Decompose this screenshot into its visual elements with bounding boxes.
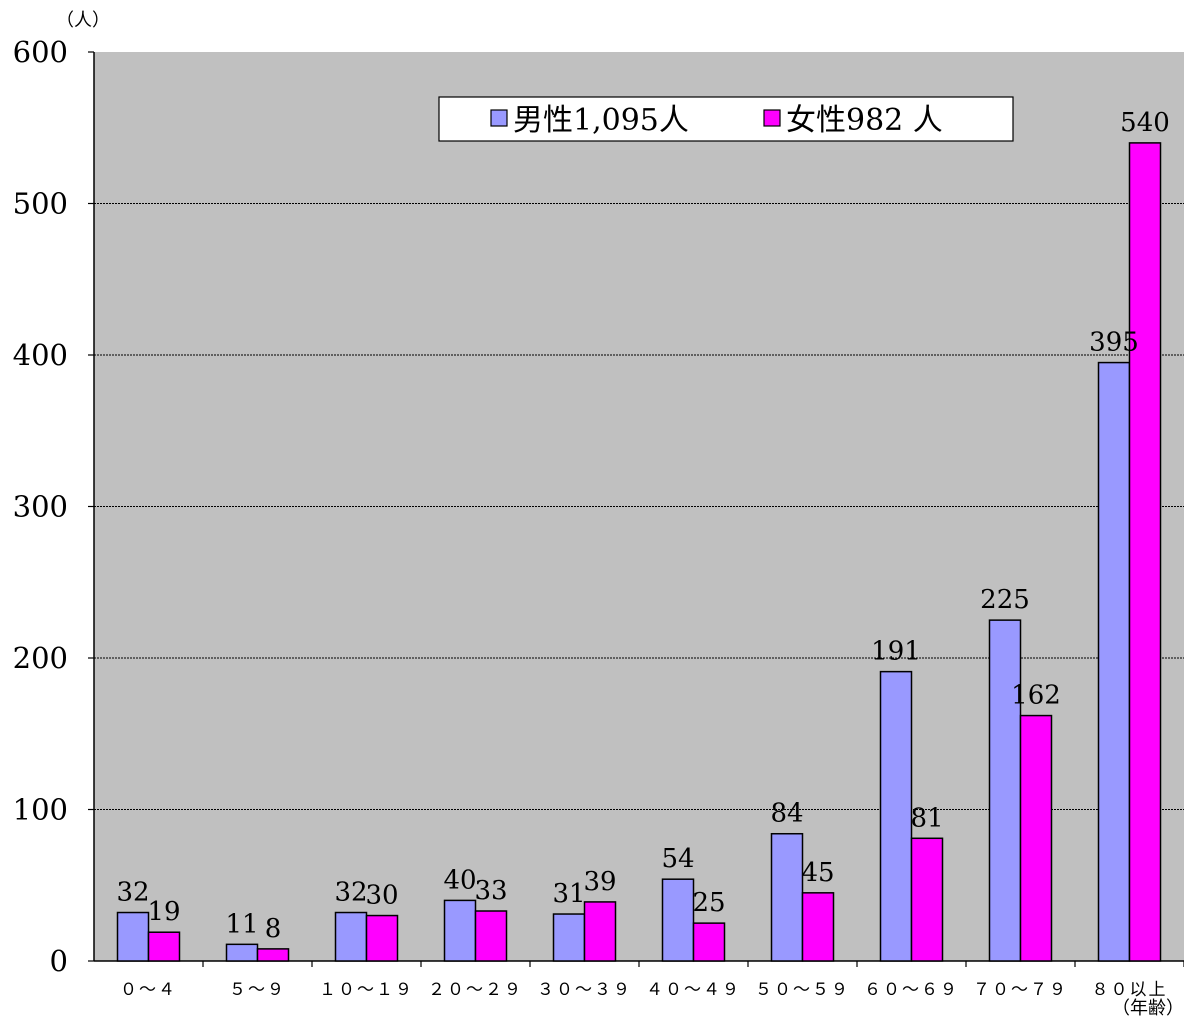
bar-male (443, 899, 477, 962)
data-label-male: 84 (770, 799, 803, 829)
data-label-female: 33 (474, 876, 507, 906)
bar-male (879, 670, 913, 962)
bar-male (988, 619, 1022, 962)
data-label-male: 54 (661, 844, 694, 874)
x-tick-label: ６０～６９ (864, 980, 959, 1000)
y-unit-label: （人） (56, 10, 110, 31)
data-label-male: 32 (116, 878, 149, 908)
bar-female (365, 914, 399, 962)
data-label-male: 31 (552, 879, 585, 909)
data-label-female: 81 (910, 803, 943, 833)
data-label-male: 40 (443, 865, 476, 895)
bar-female (256, 948, 290, 962)
bar-male (116, 911, 150, 962)
legend-swatch-female (763, 109, 781, 127)
x-tick-label: ５～９ (229, 980, 286, 1000)
x-tick-label: ０～４ (120, 980, 177, 1000)
data-label-male: 395 (1089, 328, 1139, 358)
bar-female (801, 892, 835, 962)
y-tick-label: 500 (13, 187, 68, 221)
x-axis: ０～４ ５～９ １０～１９ ２０～２９ ３０～３９ ４０～４９ ５０～５９ ６０～６９ ７０～７… (120, 961, 1184, 1000)
legend-box (438, 96, 1014, 142)
bar-female (583, 901, 617, 962)
bar-female (910, 837, 944, 962)
y-tick-label: 100 (13, 793, 68, 827)
data-label-male: 32 (334, 878, 367, 908)
y-tick-label: 600 (13, 35, 68, 69)
legend-label-female: 女性982 人 (786, 103, 943, 138)
bar-male (552, 913, 586, 962)
bars (116, 142, 1162, 962)
data-label-male: 225 (980, 585, 1030, 615)
x-tick-label: ７０～７９ (973, 980, 1068, 1000)
y-tick-label: 200 (13, 641, 68, 675)
data-label-female: 39 (583, 867, 616, 897)
bar-female (692, 922, 726, 962)
bar-male (661, 878, 695, 962)
data-label-female: 25 (692, 888, 725, 918)
x-unit-label: （年齢） (1112, 998, 1184, 1019)
bar-female (1019, 714, 1053, 962)
bar-male (770, 832, 804, 962)
data-label-female: 540 (1120, 108, 1170, 138)
data-label-male: 11 (225, 909, 258, 939)
legend-label-male: 男性1,095人 (513, 103, 689, 138)
bar-male (334, 911, 368, 962)
bar-female (474, 910, 508, 962)
bar-male (1097, 361, 1131, 962)
x-tick-label: １０～１９ (319, 980, 414, 1000)
y-tick-label: 300 (13, 490, 68, 524)
y-axis: 0 100 200 300 400 500 600 (13, 35, 1184, 978)
y-tick-label: 0 (50, 944, 68, 978)
x-tick-label: ４０～４９ (646, 980, 741, 1000)
x-tick-label: ８０以上 (1092, 980, 1168, 1000)
data-label-female: 30 (365, 881, 398, 911)
x-tick-label: ２０～２９ (428, 980, 523, 1000)
bar-male (225, 943, 259, 962)
data-label-male: 191 (871, 637, 921, 667)
y-tick-label: 400 (13, 338, 68, 372)
bar-female (147, 931, 181, 962)
data-label-female: 19 (147, 897, 180, 927)
x-tick-label: ５０～５９ (755, 980, 850, 1000)
legend: 男性1,095人 女性982 人 (438, 96, 1014, 142)
x-tick-label: ３０～３９ (537, 980, 632, 1000)
data-label-female: 8 (265, 914, 282, 944)
data-label-female: 45 (801, 858, 834, 888)
legend-swatch-male (490, 109, 508, 127)
data-label-female: 162 (1011, 681, 1061, 711)
grid-lines (94, 203, 1184, 810)
bar-female (1128, 142, 1162, 962)
